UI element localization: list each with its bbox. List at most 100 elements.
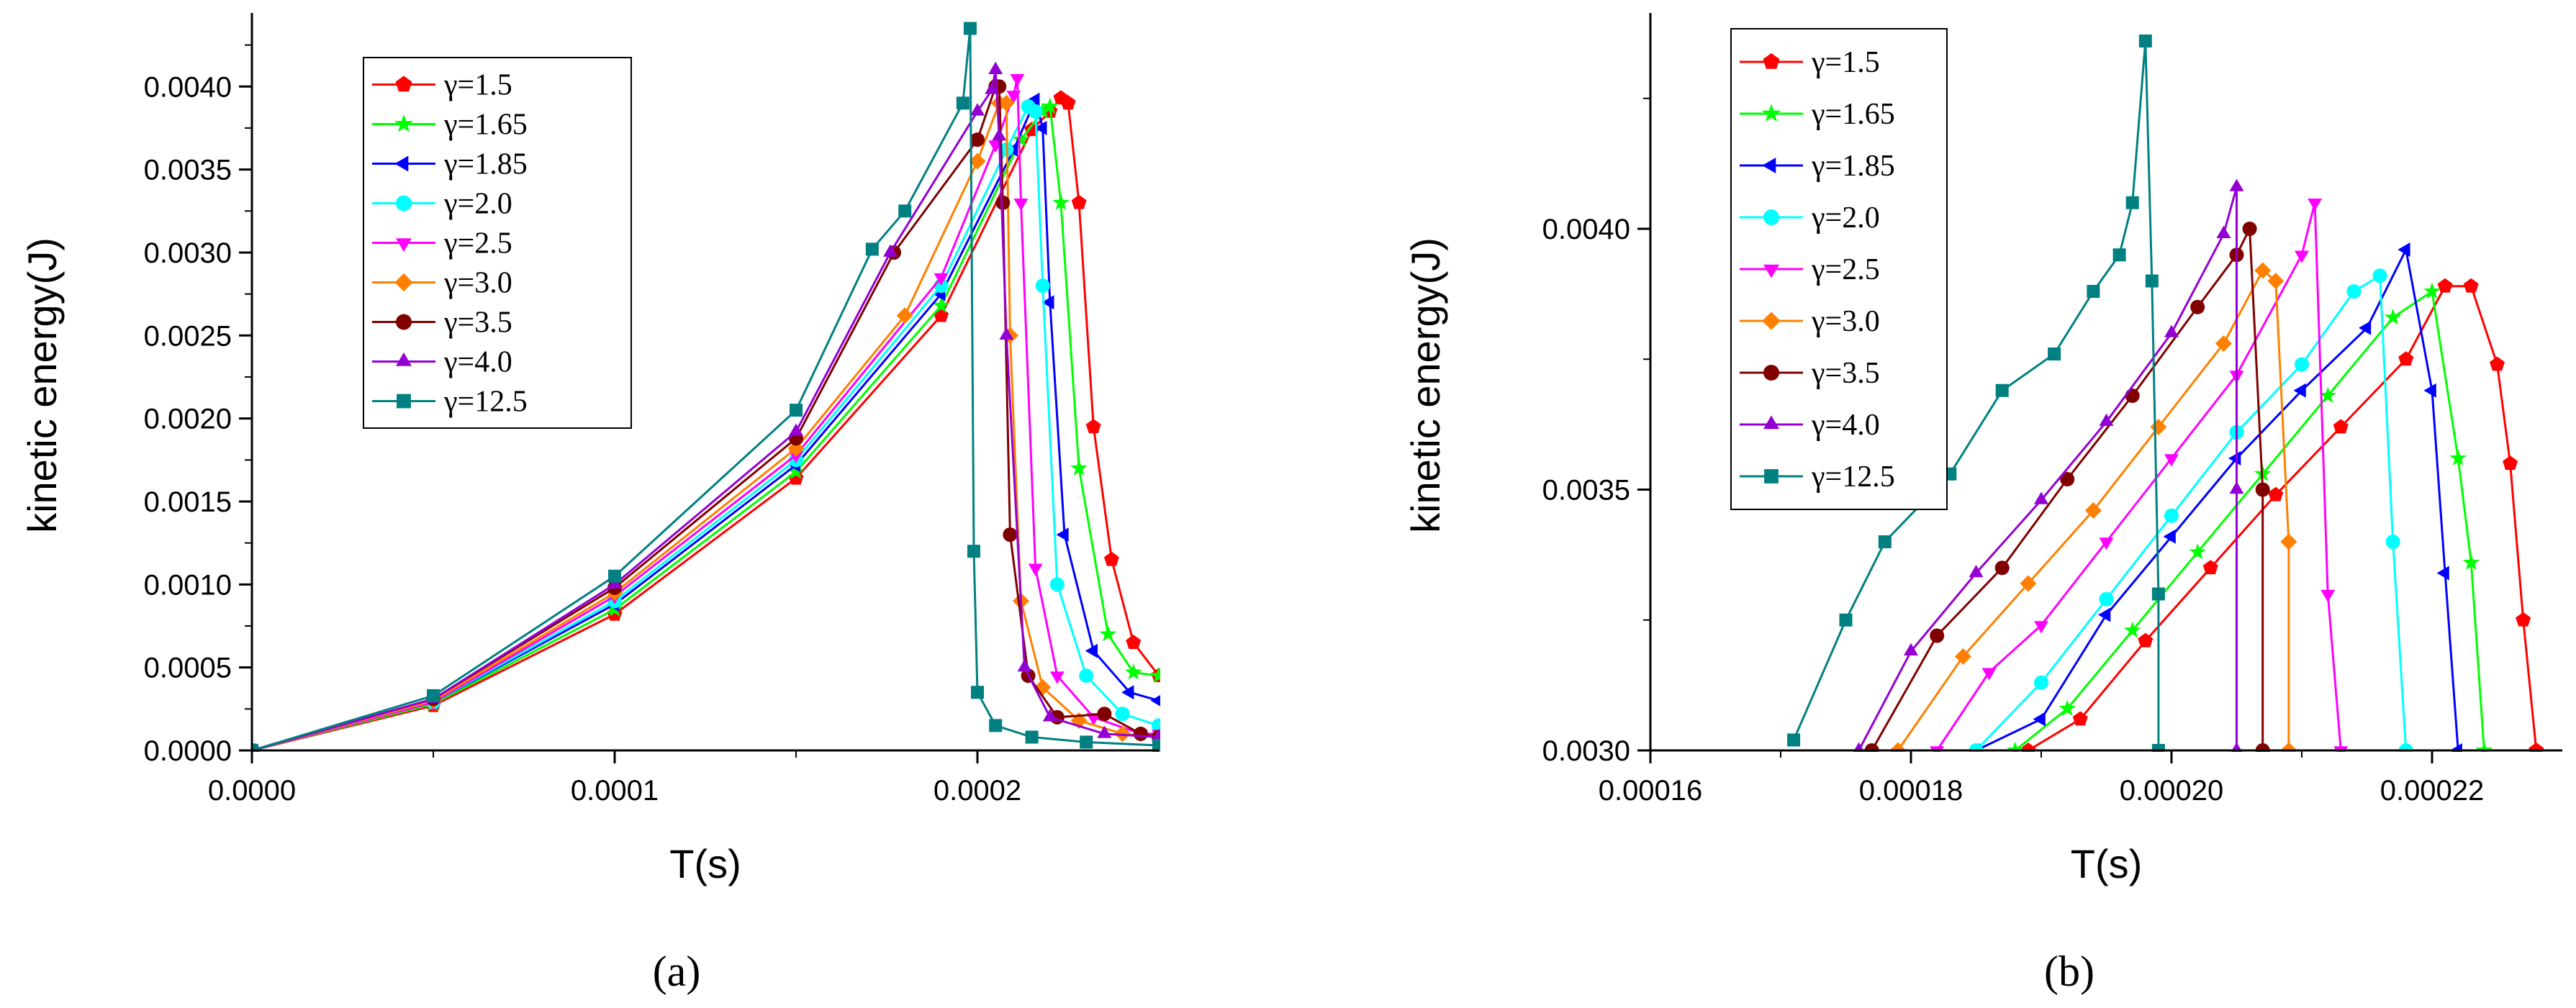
y-tick-label: 0.0035 xyxy=(1542,475,1630,507)
data-point xyxy=(1097,707,1112,722)
legend-marker xyxy=(1763,209,1779,225)
y-tick-label: 0.0025 xyxy=(144,320,232,352)
data-point xyxy=(427,689,440,702)
data-point xyxy=(2072,711,2088,726)
x-tick-label: 0.00016 xyxy=(1599,775,1703,807)
legend-entry: γ=3.5 xyxy=(1811,357,1880,390)
legend-entry: γ=1.85 xyxy=(1811,150,1895,183)
data-point xyxy=(2437,278,2453,293)
legend-marker xyxy=(395,76,412,92)
data-point xyxy=(2308,199,2323,212)
data-point xyxy=(2346,284,2362,299)
data-point xyxy=(2145,274,2159,288)
y-axis-label: kinetic energy(J) xyxy=(19,237,65,533)
y-tick-label: 0.0010 xyxy=(144,569,232,601)
data-point xyxy=(2242,222,2257,236)
series-2-group xyxy=(252,97,1160,752)
data-point xyxy=(2516,612,2531,627)
data-point xyxy=(1124,663,1142,680)
legend-marker xyxy=(1762,312,1781,330)
legend-marker xyxy=(394,155,409,172)
data-point xyxy=(2151,587,2165,601)
legend-marker xyxy=(1763,264,1779,278)
data-point xyxy=(1981,668,1997,681)
data-point xyxy=(2423,282,2441,299)
data-point xyxy=(789,450,803,463)
data-point xyxy=(2229,481,2244,494)
data-point xyxy=(2449,449,2467,466)
y-axis-label: kinetic energy(J) xyxy=(1403,237,1448,533)
data-point xyxy=(2098,607,2111,622)
legend-entry: γ=2.5 xyxy=(443,227,512,260)
legend-marker xyxy=(394,273,413,292)
data-point xyxy=(988,61,1003,74)
y-tick-label: 0.0015 xyxy=(144,486,232,518)
y-tick-label: 0.0020 xyxy=(144,404,232,435)
data-point xyxy=(1085,419,1101,434)
legend-marker xyxy=(396,238,412,253)
caption-a: (a) xyxy=(653,948,701,995)
data-point xyxy=(2372,268,2387,283)
data-point xyxy=(1028,563,1043,576)
data-point xyxy=(1034,121,1047,135)
data-point xyxy=(2125,196,2139,209)
series-line-1 xyxy=(2028,285,2538,752)
series-line-8 xyxy=(252,69,1160,752)
data-point xyxy=(2462,553,2480,571)
data-point xyxy=(2398,351,2414,366)
data-point xyxy=(970,103,985,116)
data-point xyxy=(2216,225,2231,238)
data-point xyxy=(995,195,1011,210)
data-point xyxy=(2164,324,2179,337)
data-point xyxy=(1080,735,1093,749)
data-point xyxy=(2254,262,2272,279)
legend-marker xyxy=(397,394,411,409)
data-point xyxy=(2099,591,2114,607)
series-5-group xyxy=(1930,199,2349,752)
data-point xyxy=(967,545,980,558)
data-point xyxy=(2006,741,2024,752)
x-tick-label: 0.0001 xyxy=(571,775,659,807)
y-tick-label: 0.0030 xyxy=(1542,735,1630,767)
panel-a-chart: 0.0000 0.0001 0.0002 0.0000 0.0005 0.0010 0.00… xyxy=(19,13,1160,886)
data-point xyxy=(2034,675,2048,690)
data-point xyxy=(2295,357,2309,372)
series-9-group xyxy=(1787,35,2165,752)
data-point xyxy=(2231,742,2243,752)
data-point xyxy=(789,423,803,436)
data-point xyxy=(1115,707,1130,722)
data-point xyxy=(2490,356,2505,371)
data-point xyxy=(1027,92,1040,107)
data-point xyxy=(1097,725,1112,738)
series-line-4 xyxy=(1975,273,2408,752)
legend-marker xyxy=(1763,365,1779,381)
y-tick-label: 0.0005 xyxy=(144,653,232,684)
data-point xyxy=(2293,383,2306,398)
data-point xyxy=(992,128,1007,141)
data-point xyxy=(1969,565,1984,578)
x-tick-label: 0.00018 xyxy=(1859,775,1963,807)
series-9-group xyxy=(252,22,1160,752)
legend-entry: γ=3.5 xyxy=(443,307,512,340)
data-point xyxy=(2033,712,2046,727)
data-point xyxy=(2267,273,2284,289)
data-point xyxy=(898,204,912,218)
data-point xyxy=(989,719,1003,732)
data-point xyxy=(1012,130,1030,147)
data-point xyxy=(1035,278,1050,294)
data-point xyxy=(2229,178,2244,191)
data-point xyxy=(1034,102,1052,119)
data-point xyxy=(2319,386,2337,404)
data-point xyxy=(932,296,950,313)
data-point xyxy=(1049,577,1065,592)
data-point xyxy=(896,307,913,324)
x-tick-label: 0.0002 xyxy=(934,775,1021,807)
data-point xyxy=(1025,730,1039,744)
data-point xyxy=(1995,383,2009,397)
legend-entry: γ=1.85 xyxy=(443,148,528,181)
legend-marker xyxy=(394,114,414,132)
data-point xyxy=(2215,335,2232,352)
legend-marker xyxy=(396,195,412,212)
legend: γ=1.5 γ=1.65 γ=1.85 γ=2.0 γ=2.5 γ=3.0 γ=3.5 γ=4… xyxy=(1730,28,1948,510)
data-point xyxy=(2087,285,2100,298)
